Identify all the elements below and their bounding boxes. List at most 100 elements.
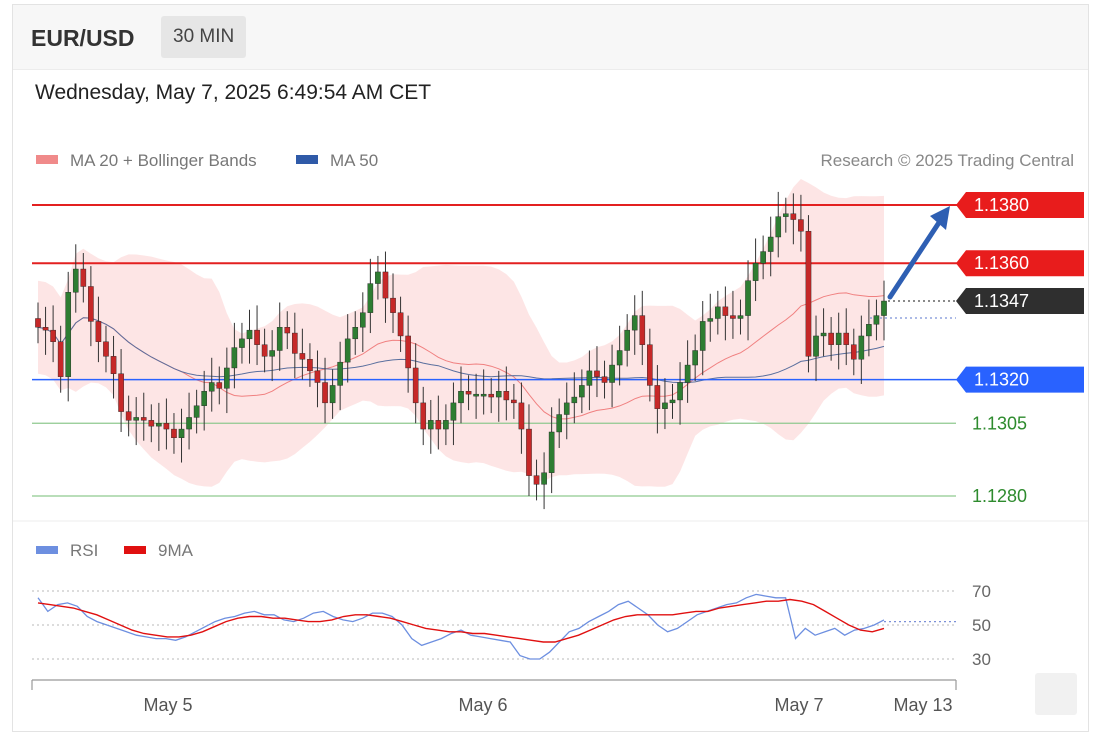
candle-body — [450, 402, 457, 421]
candle-body — [835, 332, 842, 345]
rsi-legend-swatch — [36, 546, 58, 554]
candle-body — [715, 306, 721, 319]
ma9-line — [37, 598, 885, 643]
forecast-arrow-head — [930, 206, 950, 230]
price-tag-1320: 1.1320 — [974, 370, 1029, 390]
candle-body — [873, 315, 880, 325]
candle-body — [752, 263, 759, 281]
candle-body — [503, 391, 510, 401]
candle-body — [208, 382, 215, 392]
ma9-legend-label: 9MA — [158, 541, 194, 560]
candle-body — [805, 230, 812, 357]
candle-body — [171, 428, 177, 439]
candle-body — [397, 312, 404, 337]
candle-body — [193, 405, 200, 418]
candle-body — [72, 268, 79, 293]
credit-text: Research © 2025 Trading Central — [821, 151, 1075, 170]
candle-body — [631, 315, 638, 331]
rsi-level-label: 30 — [972, 650, 991, 669]
candle-body — [639, 315, 646, 345]
price-tag-1360: 1.1360 — [974, 253, 1029, 273]
candle-body — [254, 329, 260, 345]
candle-body — [125, 411, 132, 421]
candle-body — [722, 306, 729, 316]
ma9-legend-swatch — [124, 546, 146, 554]
x-axis-label: May 7 — [774, 695, 823, 715]
candle-body — [828, 332, 834, 345]
candle-body — [707, 318, 714, 322]
ma50-legend-swatch — [296, 155, 318, 164]
candle-body — [140, 417, 147, 421]
candle-body — [866, 324, 872, 337]
candle-body — [322, 382, 328, 404]
candle-body — [571, 396, 578, 404]
price-tag-current: 1.1347 — [974, 291, 1029, 311]
candle-body — [647, 344, 653, 386]
candle-body — [699, 321, 706, 351]
candle-body — [488, 393, 495, 398]
x-axis-label: May 13 — [893, 695, 952, 715]
candle-body — [133, 417, 139, 421]
candle-body — [624, 329, 630, 351]
candle-body — [586, 370, 593, 386]
candle-body — [881, 300, 887, 316]
timeframe-badge[interactable]: 30 MIN — [161, 16, 247, 58]
candle-body — [783, 213, 789, 217]
candle-body — [156, 423, 162, 427]
candle-body — [412, 367, 419, 404]
candle-body — [820, 332, 827, 337]
candle-body — [594, 370, 600, 377]
price-label-1280: 1.1280 — [972, 486, 1027, 506]
candle-body — [360, 312, 366, 328]
candle-body — [858, 335, 865, 360]
candle-body — [480, 393, 487, 397]
candle-body — [526, 428, 532, 476]
candle-body — [178, 428, 185, 439]
candle-body — [284, 327, 291, 334]
candle-body — [276, 327, 283, 351]
candle-body — [684, 364, 691, 383]
price-tag-1320-bg — [956, 366, 1084, 393]
candle-body — [427, 420, 434, 430]
candle-body — [352, 327, 359, 340]
zoom-button[interactable] — [1035, 673, 1077, 715]
candle-body — [767, 236, 774, 252]
price-tag-current-bg — [956, 288, 1084, 315]
candle-body — [669, 399, 676, 404]
rsi-level-label: 50 — [972, 616, 991, 635]
candle-body — [579, 385, 585, 398]
candle-body — [216, 382, 223, 389]
candle-body — [344, 338, 351, 363]
candle-body — [662, 402, 668, 409]
candle-body — [556, 414, 562, 433]
candle-body — [80, 268, 87, 287]
candle-body — [65, 292, 72, 377]
candle-body — [548, 431, 555, 473]
candle-body — [405, 335, 411, 369]
price-label-1305: 1.1305 — [972, 413, 1027, 433]
candle-body — [813, 335, 819, 357]
candle-body — [224, 367, 230, 389]
candle-body — [473, 393, 479, 397]
candle-body — [239, 338, 245, 348]
candle-body — [314, 370, 321, 383]
candle-body — [730, 315, 736, 319]
candle-body — [760, 251, 766, 264]
candle-body — [533, 475, 540, 485]
x-axis-label: May 5 — [143, 695, 192, 715]
candle-body — [299, 353, 306, 360]
candle-body — [329, 385, 336, 404]
price-tag-1380: 1.1380 — [974, 195, 1029, 215]
candle-body — [465, 391, 472, 395]
candle-body — [541, 472, 547, 485]
chart-header: EUR/USD 30 MIN — [13, 5, 1088, 70]
candle-body — [382, 271, 389, 299]
candle-body — [511, 399, 517, 404]
rsi-legend-label: RSI — [70, 541, 98, 560]
ma20-legend-swatch — [36, 155, 58, 164]
candle-body — [692, 350, 698, 366]
candle-body — [35, 318, 41, 328]
candle-body — [110, 356, 117, 374]
x-axis-label: May 6 — [458, 695, 507, 715]
candle-body — [443, 420, 449, 430]
